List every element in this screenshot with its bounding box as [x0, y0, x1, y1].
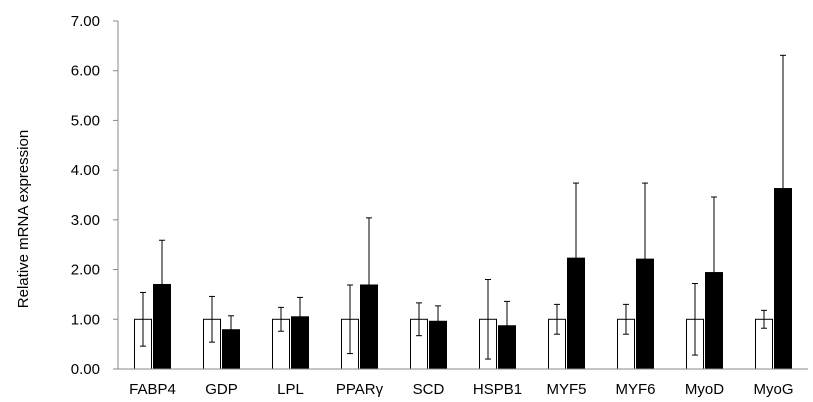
bar-pparγ-series-2: [360, 284, 378, 370]
bar-myod-series-2: [705, 272, 723, 370]
y-ticks-group: 0.00 1.00 2.00 3.00 4.00 5.00 6.00 7.00: [71, 13, 118, 378]
x-labels-group: FABP4 GDP LPL PPARγ SCD HSPB1 MYF5 MYF6 MyoD MyoG: [129, 381, 793, 398]
x-category-label: LPL: [277, 381, 304, 398]
bar-myf5-series-2: [567, 257, 585, 370]
y-tick-label: 4.00: [71, 162, 100, 179]
bar-fabp4-series-2: [153, 283, 171, 370]
y-tick-label: 0.00: [71, 361, 100, 378]
y-tick-label: 2.00: [71, 262, 100, 279]
y-tick-label: 6.00: [71, 63, 100, 80]
x-category-label: SCD: [413, 381, 445, 398]
error-bars-group: [140, 54, 786, 360]
bar-hspb1-series-2: [498, 325, 516, 370]
x-category-label: GDP: [205, 381, 238, 398]
x-category-label: MYF6: [615, 381, 655, 398]
y-tick-label: 5.00: [71, 112, 100, 129]
bar-myf6-series-2: [636, 258, 654, 370]
y-tick-label: 1.00: [71, 311, 100, 328]
bar-scd-series-2: [429, 320, 447, 370]
x-category-label: MYF5: [546, 381, 586, 398]
bars-group: [134, 188, 792, 370]
x-category-label: FABP4: [129, 381, 176, 398]
x-category-label: MyoD: [685, 381, 724, 398]
bar-lpl-series-2: [291, 316, 309, 370]
y-tick-label: 3.00: [71, 212, 100, 229]
x-category-label: MyoG: [753, 381, 793, 398]
bar-myog-series-2: [774, 188, 792, 370]
y-axis-title: Relative mRNA expression: [15, 130, 32, 308]
x-category-label: HSPB1: [473, 381, 522, 398]
bar-gdp-series-2: [222, 329, 240, 370]
y-tick-label: 7.00: [71, 13, 100, 30]
x-category-label: PPARγ: [336, 381, 384, 398]
